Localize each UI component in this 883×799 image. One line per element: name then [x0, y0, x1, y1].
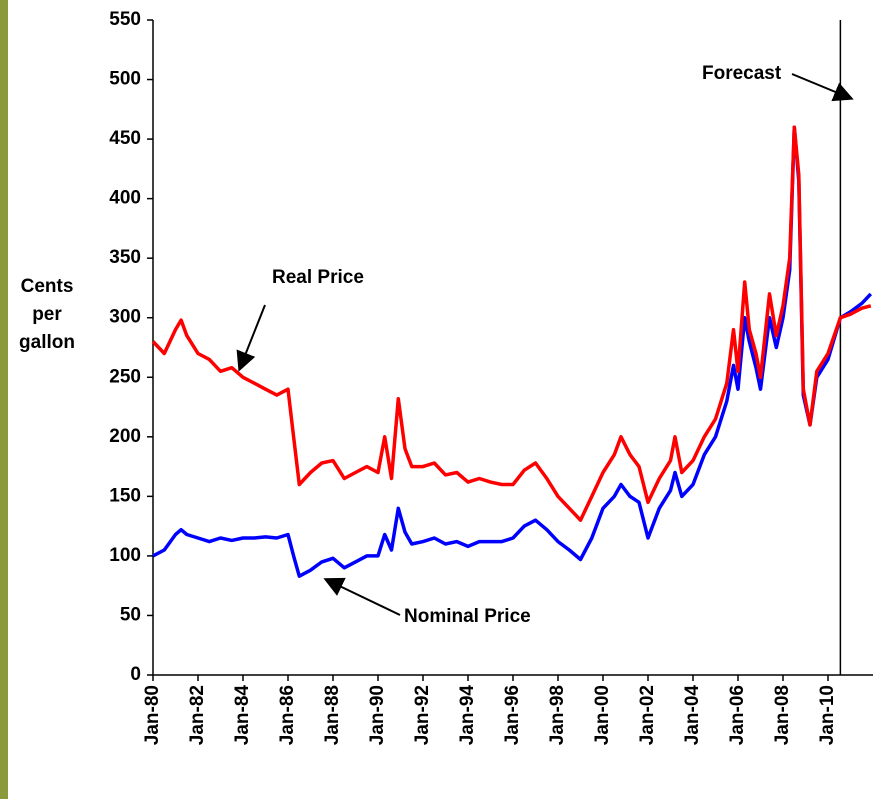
x-tick-label: Jan-06	[727, 685, 748, 745]
x-tick-label: Jan-90	[367, 685, 388, 745]
x-tick-label: Jan-88	[322, 685, 343, 745]
left-border	[0, 0, 8, 799]
y-tick-label: 50	[120, 604, 141, 625]
x-tick-label: Jan-98	[547, 685, 568, 745]
x-tick-label: Jan-04	[682, 685, 703, 746]
y-tick-label: 350	[109, 247, 141, 268]
y-tick-label: 300	[109, 307, 141, 328]
x-tick-label: Jan-96	[502, 685, 523, 745]
annotation: Real Price	[272, 267, 364, 288]
y-tick-label: 250	[109, 366, 141, 387]
annotation-arrow	[323, 577, 401, 616]
x-tick-label: Jan-80	[142, 685, 163, 745]
y-tick-label: 200	[109, 426, 141, 447]
x-tick-label: Jan-00	[592, 685, 613, 745]
y-axis-label: gallon	[19, 332, 75, 353]
y-axis-label: per	[32, 304, 62, 325]
y-tick-label: 100	[109, 545, 141, 566]
x-tick-label: Jan-86	[277, 685, 298, 745]
line-series	[152, 125, 873, 578]
x-tick-label: Jan-92	[412, 685, 433, 745]
x-tick-label: Jan-84	[232, 685, 253, 746]
y-tick-label: 400	[109, 188, 141, 209]
x-tick-label: Jan-02	[637, 685, 658, 745]
y-tick-label: 0	[130, 664, 141, 685]
y-tick-label: 150	[109, 485, 141, 506]
x-tick-label: Jan-08	[772, 685, 793, 745]
y-axis-label: Cents	[21, 276, 74, 297]
annotation: Forecast	[702, 63, 782, 84]
annotation-arrow	[791, 73, 854, 102]
y-tick-label: 450	[109, 128, 141, 149]
annotation: Nominal Price	[404, 606, 531, 627]
x-tick-label: Jan-10	[817, 685, 838, 745]
annotation-arrow	[236, 304, 266, 372]
line-series	[151, 125, 872, 522]
y-tick-label: 500	[109, 69, 141, 90]
y-tick-label: 550	[109, 9, 141, 30]
x-tick-label: Jan-94	[457, 685, 478, 746]
x-tick-label: Jan-82	[187, 685, 208, 745]
